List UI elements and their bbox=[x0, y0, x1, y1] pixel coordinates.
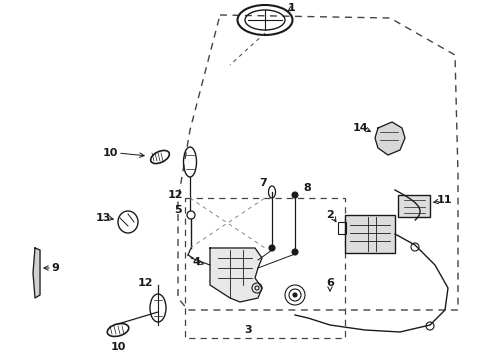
Text: 10: 10 bbox=[110, 342, 126, 352]
Text: 4: 4 bbox=[192, 257, 200, 267]
Text: 11: 11 bbox=[436, 195, 452, 205]
Text: 8: 8 bbox=[303, 183, 311, 193]
Text: 12: 12 bbox=[167, 190, 183, 200]
Text: 6: 6 bbox=[326, 278, 334, 288]
Polygon shape bbox=[33, 248, 40, 298]
Circle shape bbox=[292, 192, 298, 198]
FancyBboxPatch shape bbox=[398, 195, 430, 217]
FancyBboxPatch shape bbox=[345, 215, 395, 253]
Circle shape bbox=[269, 245, 275, 251]
Polygon shape bbox=[375, 122, 405, 155]
Text: 2: 2 bbox=[326, 210, 334, 220]
Text: 10: 10 bbox=[102, 148, 118, 158]
Polygon shape bbox=[210, 248, 262, 302]
Circle shape bbox=[293, 293, 297, 297]
Text: 12: 12 bbox=[137, 278, 153, 288]
Text: 7: 7 bbox=[259, 178, 267, 188]
Text: 14: 14 bbox=[352, 123, 368, 133]
Text: 9: 9 bbox=[51, 263, 59, 273]
Text: 5: 5 bbox=[174, 205, 182, 215]
Circle shape bbox=[292, 249, 298, 255]
Text: 13: 13 bbox=[96, 213, 111, 223]
Text: 3: 3 bbox=[244, 325, 252, 335]
Text: 1: 1 bbox=[288, 3, 296, 13]
